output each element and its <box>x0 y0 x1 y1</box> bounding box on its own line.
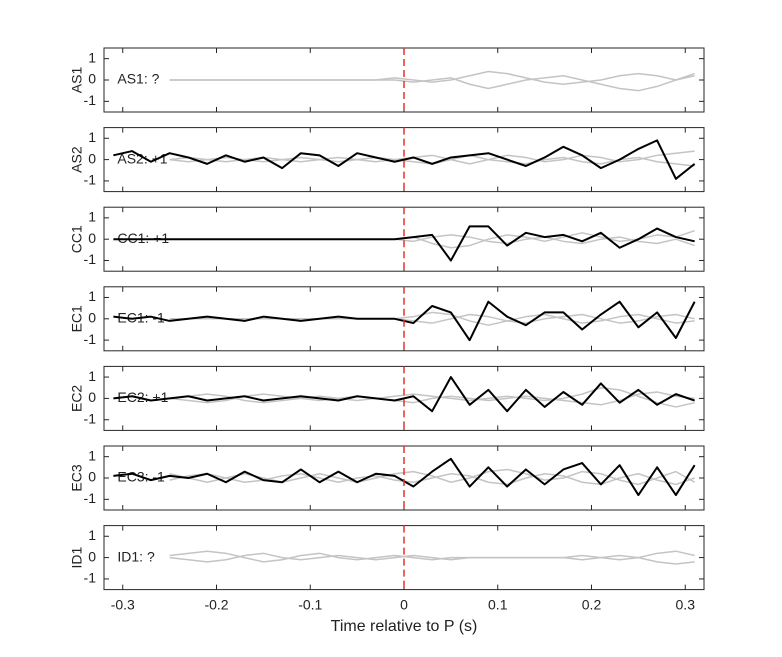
trace <box>169 313 695 324</box>
y-tick-label: 0 <box>88 310 96 326</box>
y-tick-label: 1 <box>88 129 96 145</box>
y-axis-label: EC2 <box>69 385 85 412</box>
y-tick-label: 1 <box>88 368 96 384</box>
y-axis-label: AS2 <box>69 146 85 173</box>
y-axis-label: AS1 <box>69 67 85 94</box>
trace-label: AS2: +1 <box>117 150 167 166</box>
y-tick-label: 0 <box>88 389 96 405</box>
x-axis-label: Time relative to P (s) <box>331 618 478 635</box>
trace <box>169 391 695 406</box>
trace <box>169 70 695 86</box>
x-tick-label: 0.1 <box>488 596 508 612</box>
y-tick-label: -1 <box>84 251 97 267</box>
panel-frame <box>103 525 705 591</box>
y-tick-label: 0 <box>88 548 96 564</box>
y-tick-label: 1 <box>88 527 96 543</box>
y-tick-label: 1 <box>88 288 96 304</box>
y-tick-label: -1 <box>84 172 97 188</box>
y-tick-label: -1 <box>84 570 97 586</box>
trace <box>169 472 695 486</box>
y-tick-label: -1 <box>84 92 97 108</box>
trace <box>169 72 695 92</box>
y-tick-label: -1 <box>84 490 97 506</box>
trace <box>113 139 696 180</box>
x-tick-label: 0.2 <box>582 596 602 612</box>
x-tick-label: -0.2 <box>204 596 228 612</box>
trace-label: CC1: +1 <box>117 230 169 246</box>
trace <box>169 550 695 563</box>
y-tick-label: 1 <box>88 209 96 225</box>
trace <box>113 376 695 413</box>
x-tick-label: -0.3 <box>111 596 135 612</box>
y-tick-label: -1 <box>84 331 97 347</box>
x-tick-label: 0 <box>400 596 408 612</box>
y-tick-label: 0 <box>88 230 96 246</box>
y-axis-label: EC3 <box>69 464 85 491</box>
x-tick-label: 0.3 <box>676 596 696 612</box>
y-tick-label: 1 <box>88 49 96 65</box>
y-axis-label: EC1 <box>69 305 85 332</box>
y-axis-label: ID1 <box>69 546 85 568</box>
y-tick-label: 0 <box>88 150 96 166</box>
trace <box>169 552 695 565</box>
y-tick-label: 1 <box>88 447 96 463</box>
x-tick-label: -0.1 <box>298 596 322 612</box>
y-tick-label: 0 <box>88 71 96 87</box>
y-tick-label: -1 <box>84 410 97 426</box>
y-axis-label: CC1 <box>69 225 85 253</box>
trace-label: AS1: ? <box>117 71 159 87</box>
y-tick-label: 0 <box>88 469 96 485</box>
trace-label: EC2: +1 <box>117 389 168 405</box>
trace <box>113 457 696 497</box>
trace-label: ID1: ? <box>117 548 155 564</box>
trace <box>113 225 695 262</box>
